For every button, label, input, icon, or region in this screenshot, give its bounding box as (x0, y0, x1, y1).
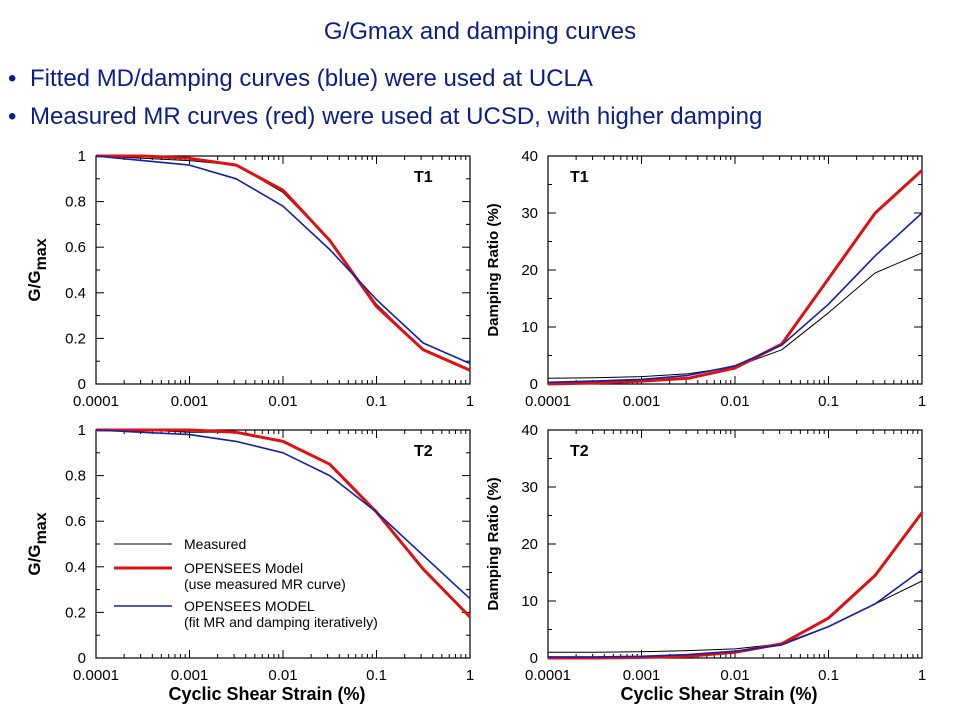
series-line-measured (548, 580, 923, 653)
legend-label: OPENSEES MODEL (184, 598, 315, 614)
y-tick-label: 20 (521, 536, 538, 553)
bullet-list: • Fitted MD/damping curves (blue) were us… (8, 64, 762, 140)
series-line-measured (547, 252, 923, 379)
x-axis-label: Cyclic Shear Strain (%) (620, 684, 817, 704)
y-tick-label: 30 (521, 205, 538, 222)
y-tick-label: 10 (521, 593, 538, 610)
chart-panel-4: 0 10 20 30 40 0.0001 0.001 0.01 0.1 1 T2 Damping Ra… (485, 422, 926, 704)
x-tick-label: 0.1 (366, 667, 387, 684)
y-axis-label: Damping Ratio (%) (485, 477, 502, 610)
y-axis-label: G/Gmax (25, 512, 50, 575)
y-axis-label-subscript: max (33, 512, 50, 544)
x-tick-label: 0.1 (818, 393, 839, 410)
series-line-blue (95, 155, 471, 365)
y-tick-label: 20 (521, 262, 538, 279)
x-tick-label: 0.1 (366, 393, 387, 410)
x-tick-label: 1 (918, 667, 926, 684)
x-tick-label: 0.01 (268, 667, 297, 684)
bullet-dot-icon: • (8, 65, 17, 92)
y-tick-label: 0.4 (65, 285, 86, 302)
y-tick-label: 10 (521, 319, 538, 336)
x-tick-label: 0.0001 (73, 393, 119, 410)
slide-title: G/Gmax and damping curves (323, 18, 637, 45)
panel-tag: T2 (414, 443, 433, 460)
y-tick-label: 0.2 (65, 604, 86, 621)
x-tick-label: 0.0001 (525, 667, 571, 684)
y-tick-label: 0 (530, 650, 538, 667)
x-tick-label: 0.001 (623, 393, 661, 410)
chart-panel-1: 0 0.2 0.4 0.6 0.8 1 0.0001 0.001 0.01 0.1 1 T1 G/Gma… (25, 148, 474, 410)
bullet-item: • Fitted MD/damping curves (blue) were us… (8, 64, 762, 102)
bullet-item: • Measured MR curves (red) were used at U… (8, 102, 762, 140)
legend: Measured OPENSEES Model(use measured MR c… (114, 536, 378, 630)
series-line-red (96, 428, 472, 619)
y-axis-label-subscript: max (33, 238, 50, 270)
legend-label: OPENSEES Model (184, 560, 303, 576)
bullet-text: Fitted MD/damping curves (blue) were use… (30, 65, 593, 92)
x-tick-label: 0.001 (623, 667, 661, 684)
x-tick-label: 1 (466, 667, 474, 684)
y-tick-label: 0.6 (65, 239, 86, 256)
series-line-blue (548, 568, 923, 658)
series-line-red (547, 169, 924, 386)
y-tick-label: 0.8 (65, 468, 86, 485)
y-tick-label: 0 (530, 376, 538, 393)
series-line-blue (95, 429, 471, 600)
y-tick-label: 0.4 (65, 559, 86, 576)
plot-frame (547, 429, 923, 659)
y-tick-label: 30 (521, 479, 538, 496)
y-tick-label: 40 (521, 148, 538, 165)
bullet-dot-icon: • (8, 103, 17, 130)
panel-tag: T1 (414, 169, 433, 186)
y-tick-label: 40 (521, 422, 538, 439)
x-tick-label: 0.0001 (525, 393, 571, 410)
y-tick-label: 1 (78, 422, 86, 439)
x-axis-label: Cyclic Shear Strain (%) (168, 684, 365, 704)
legend-label: (fit MR and damping iteratively) (184, 614, 378, 630)
y-axis-label: Damping Ratio (%) (485, 203, 502, 336)
x-tick-label: 0.001 (171, 393, 209, 410)
series-line-red (548, 511, 924, 660)
x-tick-label: 0.01 (720, 667, 749, 684)
legend-label: (use measured MR curve) (184, 576, 346, 592)
y-tick-label: 1 (78, 148, 86, 165)
y-tick-label: 0.8 (65, 194, 86, 211)
x-tick-label: 0.001 (171, 667, 209, 684)
y-tick-label: 0 (78, 650, 86, 667)
legend-label: Measured (184, 536, 246, 552)
panel-tag: T2 (570, 443, 589, 460)
y-axis-label: G/Gmax (25, 238, 50, 301)
plot-frame (547, 155, 923, 385)
x-tick-label: 0.1 (818, 667, 839, 684)
x-tick-label: 0.0001 (73, 667, 119, 684)
series-line-red (96, 154, 471, 372)
chart-panel-3: 0 0.2 0.4 0.6 0.8 1 0.0001 0.001 0.01 0.1 1 T2 G/Gma… (25, 422, 474, 704)
y-tick-label: 0.6 (65, 513, 86, 530)
x-tick-label: 1 (466, 393, 474, 410)
panel-tag: T1 (570, 169, 589, 186)
chart-panel-2: 0 10 20 30 40 0.0001 0.001 0.01 0.1 1 T1 Damping Ra… (485, 148, 926, 410)
series-line-blue (547, 212, 923, 384)
bullet-text: Measured MR curves (red) were used at UC… (30, 103, 763, 130)
y-tick-label: 0 (78, 376, 86, 393)
x-tick-label: 0.01 (268, 393, 297, 410)
x-tick-label: 1 (918, 393, 926, 410)
y-tick-label: 0.2 (65, 330, 86, 347)
series-line-measured (95, 155, 471, 371)
x-tick-label: 0.01 (720, 393, 749, 410)
